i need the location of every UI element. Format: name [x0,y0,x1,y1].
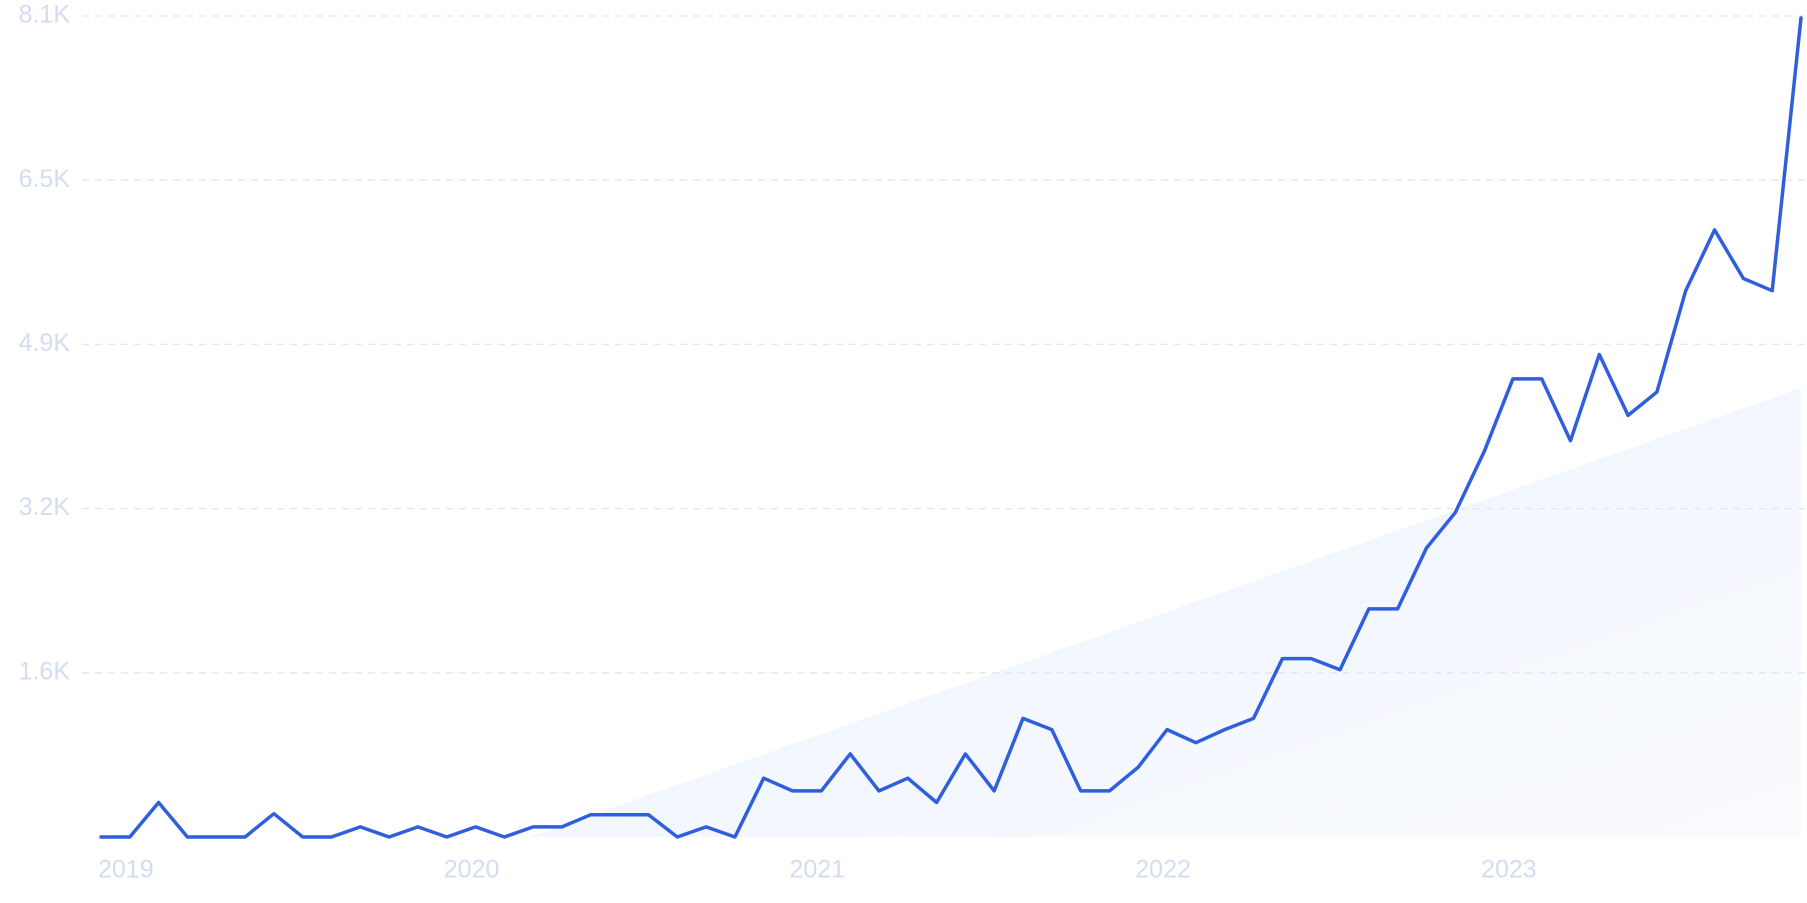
x-tick-label: 2022 [1135,856,1191,884]
y-tick-label: 6.5K [19,165,71,193]
line [99,16,1803,839]
x-tick-label: 2023 [1481,856,1537,884]
trend-area [530,388,1801,837]
y-tick-label: 3.2K [19,493,71,521]
y-tick-label: 1.6K [19,657,71,685]
y-tick-label: 8.1K [19,1,71,29]
x-tick-label: 2021 [790,856,846,884]
x-tick-label: 2019 [98,856,154,884]
x-tick-label: 2020 [444,856,500,884]
y-tick-label: 4.9K [19,329,71,357]
